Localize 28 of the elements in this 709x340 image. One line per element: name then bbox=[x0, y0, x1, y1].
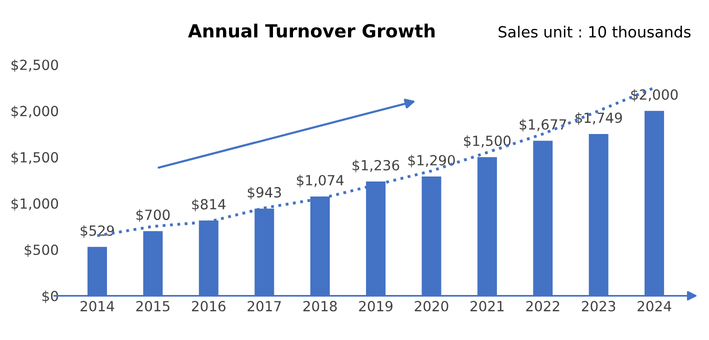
x-tick-label: 2024 bbox=[638, 300, 672, 312]
y-tick-label: $500 bbox=[24, 244, 58, 257]
x-tick-label: 2015 bbox=[136, 300, 170, 312]
data-label: $943 bbox=[248, 186, 281, 200]
x-tick-label: 2023 bbox=[582, 300, 616, 312]
data-label: $1,500 bbox=[464, 135, 511, 148]
data-label: $1,236 bbox=[352, 160, 400, 172]
y-tick-label: $0 bbox=[42, 290, 58, 304]
x-tick-label: 2022 bbox=[526, 300, 560, 312]
data-label: $1,290 bbox=[408, 154, 455, 168]
y-tick-label: $2,000 bbox=[12, 106, 58, 118]
x-tick-label: 2019 bbox=[359, 300, 392, 312]
data-label: $700 bbox=[136, 209, 170, 222]
x-tick-label: 2020 bbox=[414, 300, 448, 312]
y-tick-label: $1,000 bbox=[12, 198, 58, 211]
x-tick-label: 2016 bbox=[192, 300, 226, 312]
x-tick-label: 2014 bbox=[80, 300, 114, 312]
data-label: $529 bbox=[80, 225, 114, 238]
chart-subtitle: Sales unit : 10 thousands bbox=[498, 26, 691, 38]
y-tick-label: $2,500 bbox=[12, 59, 58, 72]
x-tick-label: 2018 bbox=[303, 300, 337, 312]
y-tick-label: $1,500 bbox=[12, 152, 58, 164]
data-label: $1,677 bbox=[520, 118, 566, 132]
data-label: $814 bbox=[192, 198, 226, 212]
chart-title: Annual Turnover Growth bbox=[188, 24, 435, 38]
x-tick-label: 2017 bbox=[248, 300, 281, 312]
x-tick-label: 2021 bbox=[470, 300, 504, 312]
data-label: $1,074 bbox=[296, 174, 344, 188]
